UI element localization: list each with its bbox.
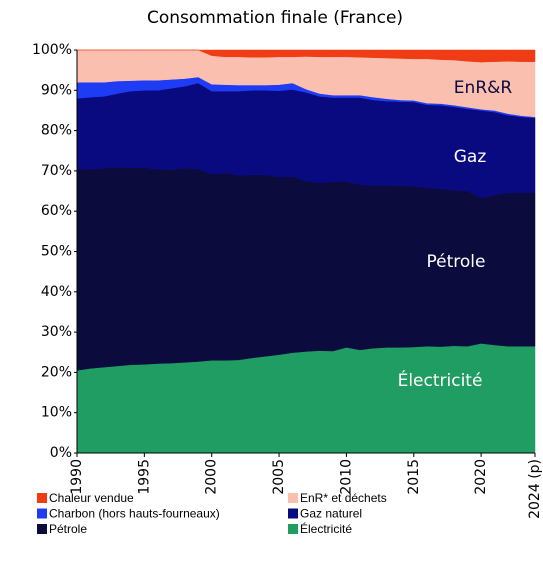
legend-label: Gaz naturel xyxy=(300,507,362,521)
legend-label: Chaleur vendue xyxy=(49,491,134,505)
annotation: Pétrole xyxy=(427,252,486,272)
y-tick-label: 90% xyxy=(41,82,72,98)
y-tick-label: 20% xyxy=(41,364,72,380)
y-tick-label: 10% xyxy=(41,405,72,421)
x-tick-label: 2000 xyxy=(204,459,220,495)
x-tick-label: 2010 xyxy=(338,459,354,495)
area xyxy=(77,49,536,63)
y-tick-label: 40% xyxy=(41,284,72,300)
legend-label: EnR* et déchets xyxy=(300,491,387,505)
legend-swatch xyxy=(288,493,298,503)
annotation: Électricité xyxy=(398,369,483,391)
x-tick-label: 2024 (p) xyxy=(527,459,543,519)
y-tick-label: 80% xyxy=(41,123,72,139)
legend-label: Électricité xyxy=(300,521,352,536)
x-tick-label: 2020 xyxy=(473,459,489,495)
y-tick-label: 100% xyxy=(32,42,72,58)
legend-swatch xyxy=(288,524,298,534)
chart-title: Consommation finale (France) xyxy=(147,8,403,28)
x-tick-label: 1990 xyxy=(69,459,85,495)
legend-swatch xyxy=(37,508,47,519)
legend-swatch xyxy=(37,524,47,534)
legend-swatch xyxy=(288,508,298,519)
x-tick-label: 2015 xyxy=(406,459,422,495)
y-tick-label: 0% xyxy=(50,445,72,461)
legend-label: Pétrole xyxy=(49,522,87,536)
x-tick-label: 1995 xyxy=(136,459,152,495)
annotation: Gaz xyxy=(454,147,487,167)
annotation: EnR&R xyxy=(454,78,513,98)
legend-swatch xyxy=(37,493,47,503)
legend-label: Charbon (hors hauts-fourneaux) xyxy=(49,507,220,521)
y-tick-label: 60% xyxy=(41,203,72,219)
plot-area xyxy=(76,49,536,454)
y-tick-label: 50% xyxy=(41,244,72,260)
y-tick-label: 70% xyxy=(41,163,72,179)
y-tick-label: 30% xyxy=(41,324,72,340)
x-tick-label: 2005 xyxy=(271,459,287,495)
